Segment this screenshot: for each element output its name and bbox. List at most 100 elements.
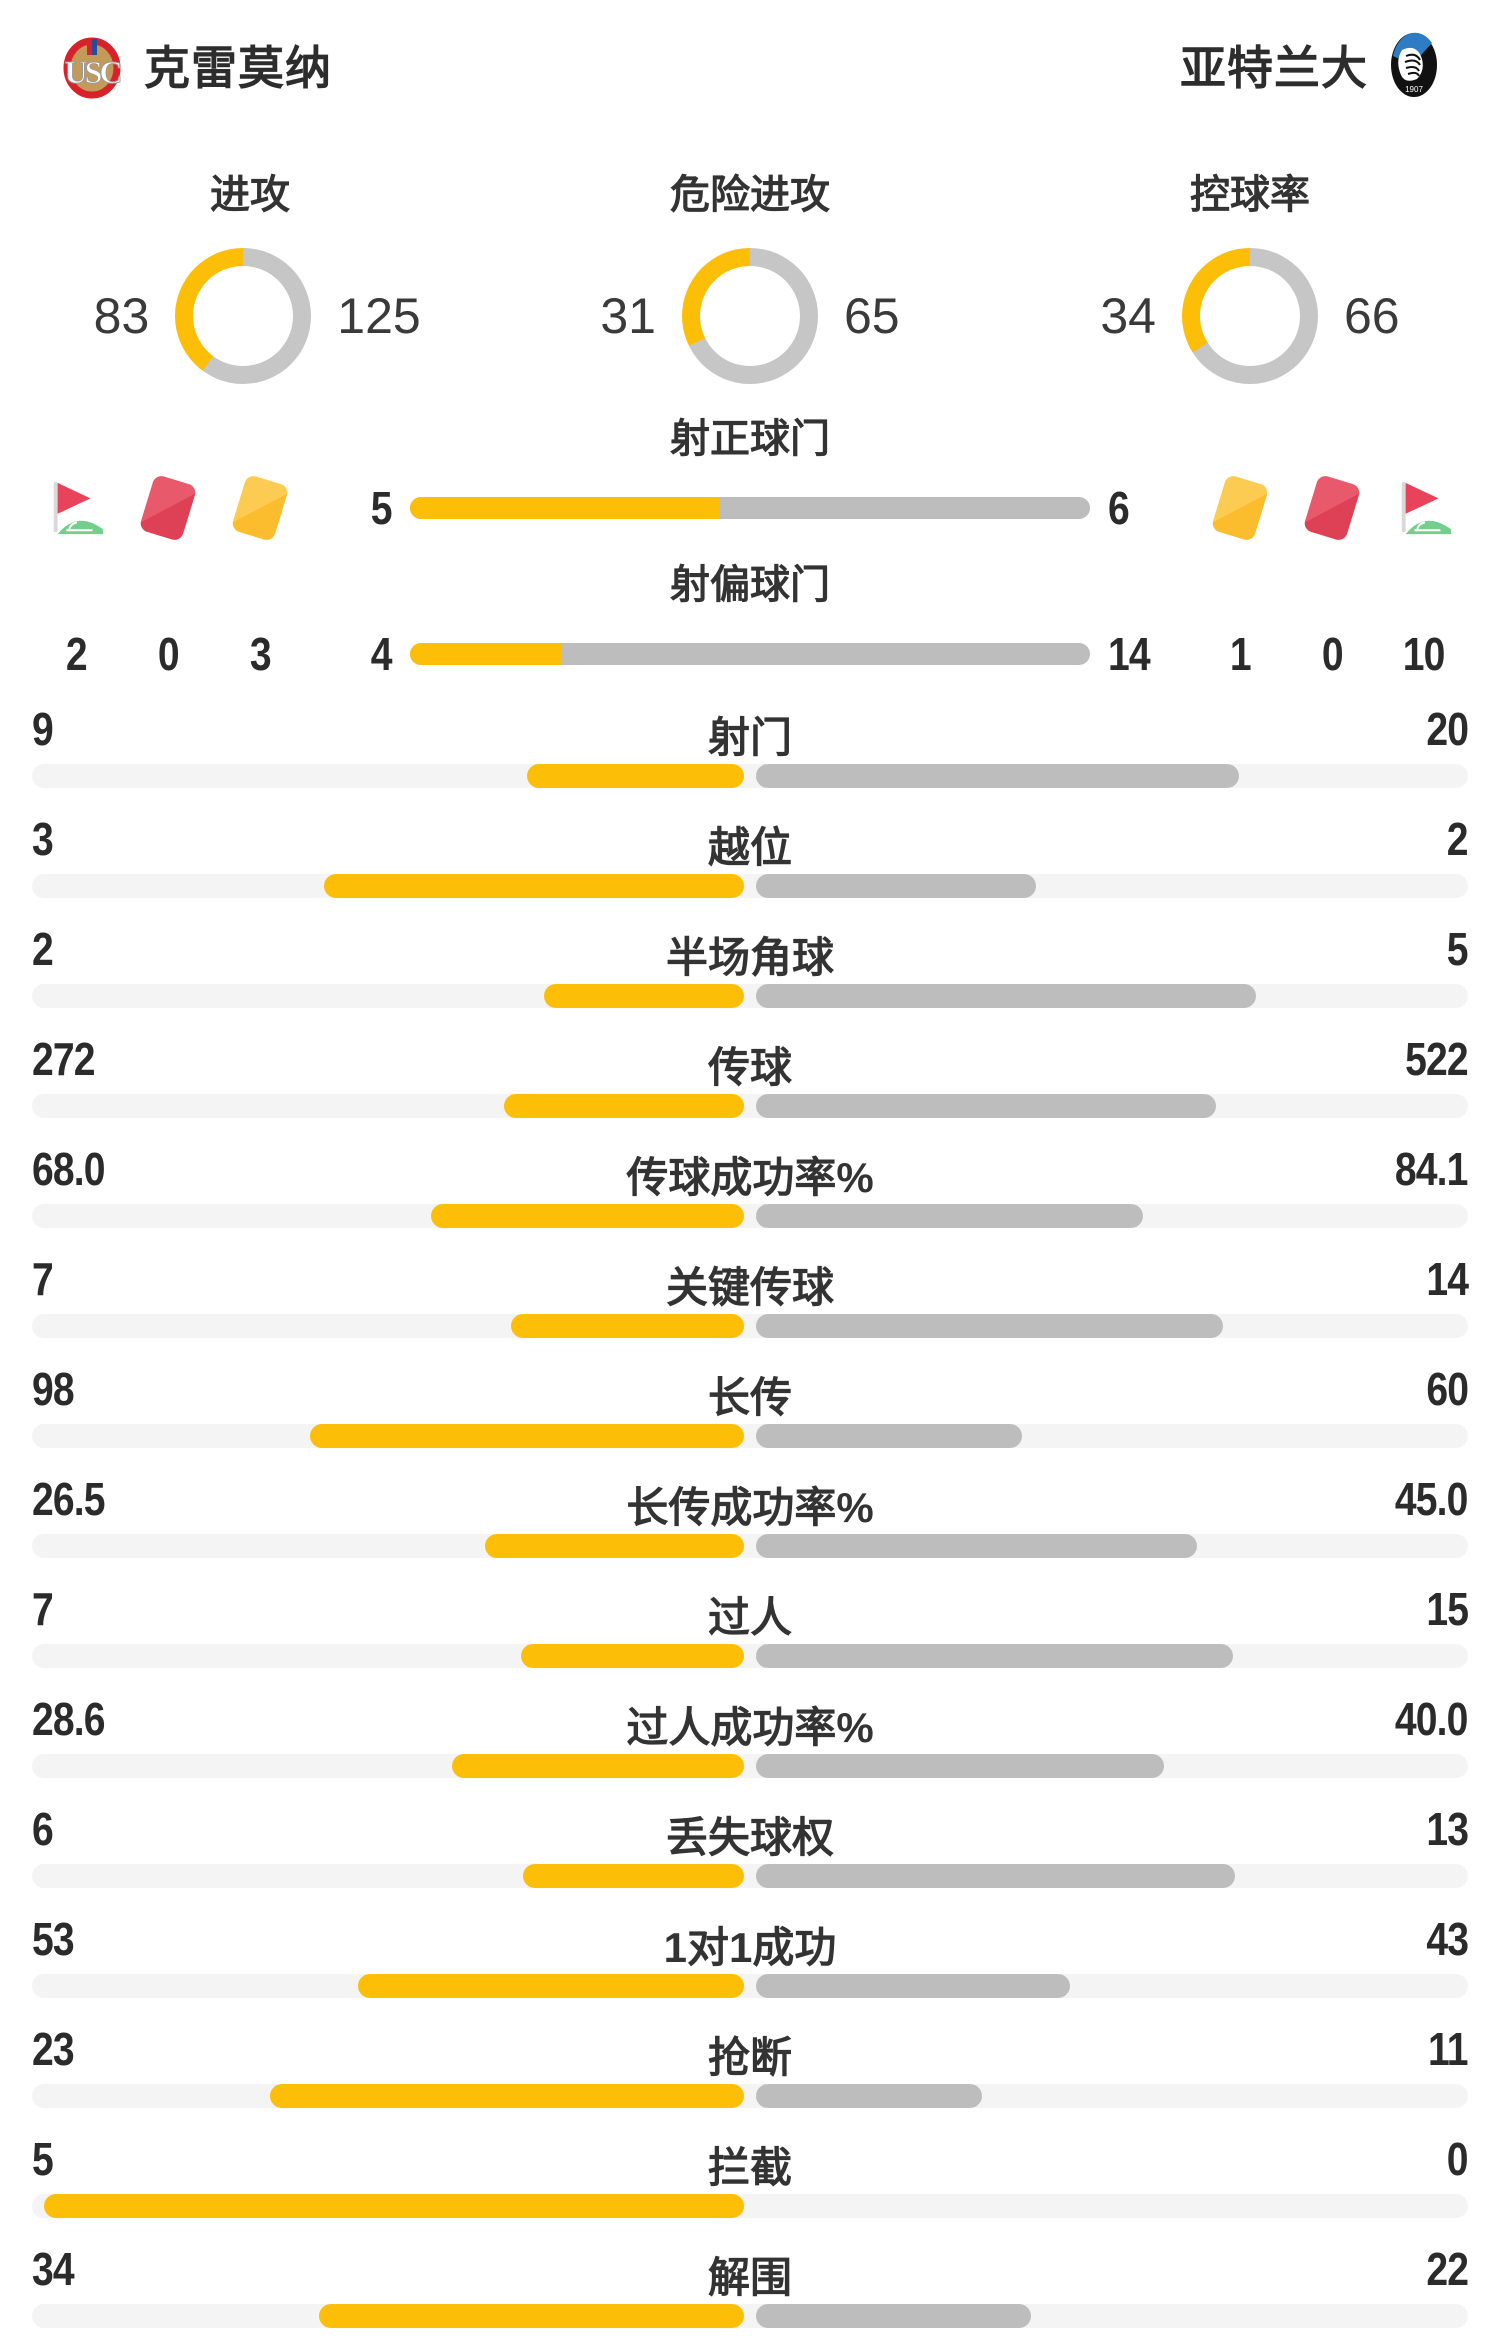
shots-on-target-row: 5 6: [0, 464, 1500, 552]
stat-bar-home: [526, 764, 744, 788]
away-yellow-cards-count: 1: [1229, 628, 1252, 680]
shots-off-target-home-value: 4: [371, 628, 393, 680]
donut-home-value: 34: [1100, 288, 1156, 344]
stat-bar-away: [756, 1644, 1234, 1668]
stat-bar-track: [32, 1424, 1468, 1448]
stat-bar-home: [452, 1754, 744, 1778]
stat-row: 9 射门 20: [32, 700, 1469, 810]
stat-bar-away: [756, 1204, 1144, 1228]
stat-away-value: 22: [1426, 2243, 1469, 2295]
stat-label: 过人成功率%: [626, 1704, 874, 1751]
stat-label: 长传成功率%: [626, 1484, 874, 1531]
donut-ring: [682, 248, 818, 384]
stat-bar-track: [32, 1204, 1468, 1228]
shots-on-target-bar-fill: [410, 497, 720, 519]
stat-bar-home: [544, 984, 744, 1008]
stat-bar-track: [32, 984, 1468, 1008]
svg-text:USC: USC: [64, 54, 120, 90]
stat-label: 射门: [707, 714, 792, 761]
stat-home-value: 53: [32, 1913, 75, 1965]
away-corners-count: 10: [1403, 628, 1446, 680]
home-team-header[interactable]: USC 克雷莫纳: [62, 31, 332, 99]
stat-bar-away: [756, 2084, 983, 2108]
stat-away-value: 522: [1405, 1033, 1469, 1085]
stat-bar-track: [32, 2304, 1468, 2328]
stat-bar-home: [522, 1864, 744, 1888]
donut-attacks: 进攻 83 125: [0, 170, 500, 384]
stat-bar-home: [357, 1974, 744, 1998]
stat-away-value: 43: [1426, 1913, 1469, 1965]
donut-home-value: 31: [600, 288, 656, 344]
stat-label: 丢失球权: [665, 1814, 834, 1861]
stat-label: 抢断: [707, 2034, 792, 2081]
stat-row: 98 长传 60: [32, 1360, 1469, 1470]
away-yellow-card-icon: [1194, 473, 1286, 543]
donut-possession: 控球率 34 66: [1000, 170, 1500, 384]
stat-row: 28.6 过人成功率% 40.0: [32, 1690, 1469, 1800]
stat-bar-home: [431, 1204, 744, 1228]
stat-bar-home: [504, 1094, 744, 1118]
shots-off-target-away-value: 14: [1108, 628, 1151, 680]
stat-away-value: 60: [1426, 1363, 1469, 1415]
donut-away-value: 125: [337, 288, 421, 344]
stat-away-value: 40.0: [1395, 1693, 1469, 1745]
stat-bar-track: [32, 1314, 1468, 1338]
away-red-card-icon: [1286, 473, 1378, 543]
shots-off-target-bar: [410, 643, 1090, 665]
stat-bar-away: [756, 1864, 1235, 1888]
svg-text:1907: 1907: [1405, 85, 1423, 94]
stat-row: 23 抢断 11: [32, 2020, 1469, 2130]
stat-bar-home: [309, 1424, 744, 1448]
stat-row: 3 越位 2: [32, 810, 1469, 920]
stat-bar-track: [32, 2194, 1468, 2218]
away-corner-flag-icon: [1378, 478, 1470, 538]
stat-bar-away: [756, 1754, 1165, 1778]
stat-away-value: 13: [1426, 1803, 1469, 1855]
shots-off-target-title: 射偏球门: [670, 563, 830, 607]
stat-home-value: 6: [32, 1803, 54, 1855]
stat-bar-track: [32, 1864, 1468, 1888]
stat-away-value: 2: [1447, 813, 1469, 865]
stat-away-value: 20: [1426, 703, 1469, 755]
stat-bar-away: [756, 1974, 1070, 1998]
stat-label: 传球成功率%: [626, 1154, 874, 1201]
donut-away-value: 66: [1344, 288, 1400, 344]
stat-row: 34 解围 22: [32, 2240, 1469, 2350]
stat-home-value: 7: [32, 1583, 54, 1635]
away-team-name: 亚特兰大: [1180, 42, 1368, 94]
stat-home-value: 23: [32, 2023, 75, 2075]
stat-bar-away: [756, 1534, 1197, 1558]
stat-home-value: 28.6: [32, 1693, 106, 1745]
stat-bar-home: [319, 2304, 744, 2328]
donut-charts-section: 进攻 83 125 危险进攻 31 65 控球率 34 66: [0, 170, 1500, 384]
home-corners-count: 2: [65, 628, 88, 680]
away-team-header[interactable]: 亚特兰大 1907: [1180, 31, 1438, 99]
stat-home-value: 7: [32, 1253, 54, 1305]
donut-ring: [1182, 248, 1318, 384]
home-red-card-icon: [122, 473, 214, 543]
stat-bar-track: [32, 1974, 1468, 1998]
stat-home-value: 34: [32, 2243, 75, 2295]
stat-home-value: 98: [32, 1363, 75, 1415]
stat-bar-track: [32, 1644, 1468, 1668]
donut-dangerous-attacks: 危险进攻 31 65: [500, 170, 1000, 384]
match-header: USC 克雷莫纳 亚特兰大 1907: [0, 0, 1500, 100]
stat-bar-track: [32, 2084, 1468, 2108]
stat-row: 272 传球 522: [32, 1030, 1469, 1140]
stat-row: 7 关键传球 14: [32, 1250, 1469, 1360]
stat-bar-home: [510, 1314, 744, 1338]
stat-home-value: 9: [32, 703, 54, 755]
home-corner-flag-icon: [30, 478, 122, 538]
stat-label: 传球: [707, 1044, 792, 1091]
stat-row: 7 过人 15: [32, 1580, 1469, 1690]
stat-bar-track: [32, 1094, 1468, 1118]
shots-on-target-title: 射正球门: [670, 417, 830, 461]
shots-on-target-home-value: 5: [371, 482, 393, 534]
stat-row: 5 拦截 0: [32, 2130, 1469, 2240]
stat-bar-away: [756, 1314, 1223, 1338]
stat-home-value: 68.0: [32, 1143, 106, 1195]
stat-row: 6 丢失球权 13: [32, 1800, 1469, 1910]
stat-away-value: 11: [1428, 2023, 1468, 2075]
stat-label: 长传: [707, 1374, 792, 1421]
stat-label: 越位: [707, 824, 792, 871]
